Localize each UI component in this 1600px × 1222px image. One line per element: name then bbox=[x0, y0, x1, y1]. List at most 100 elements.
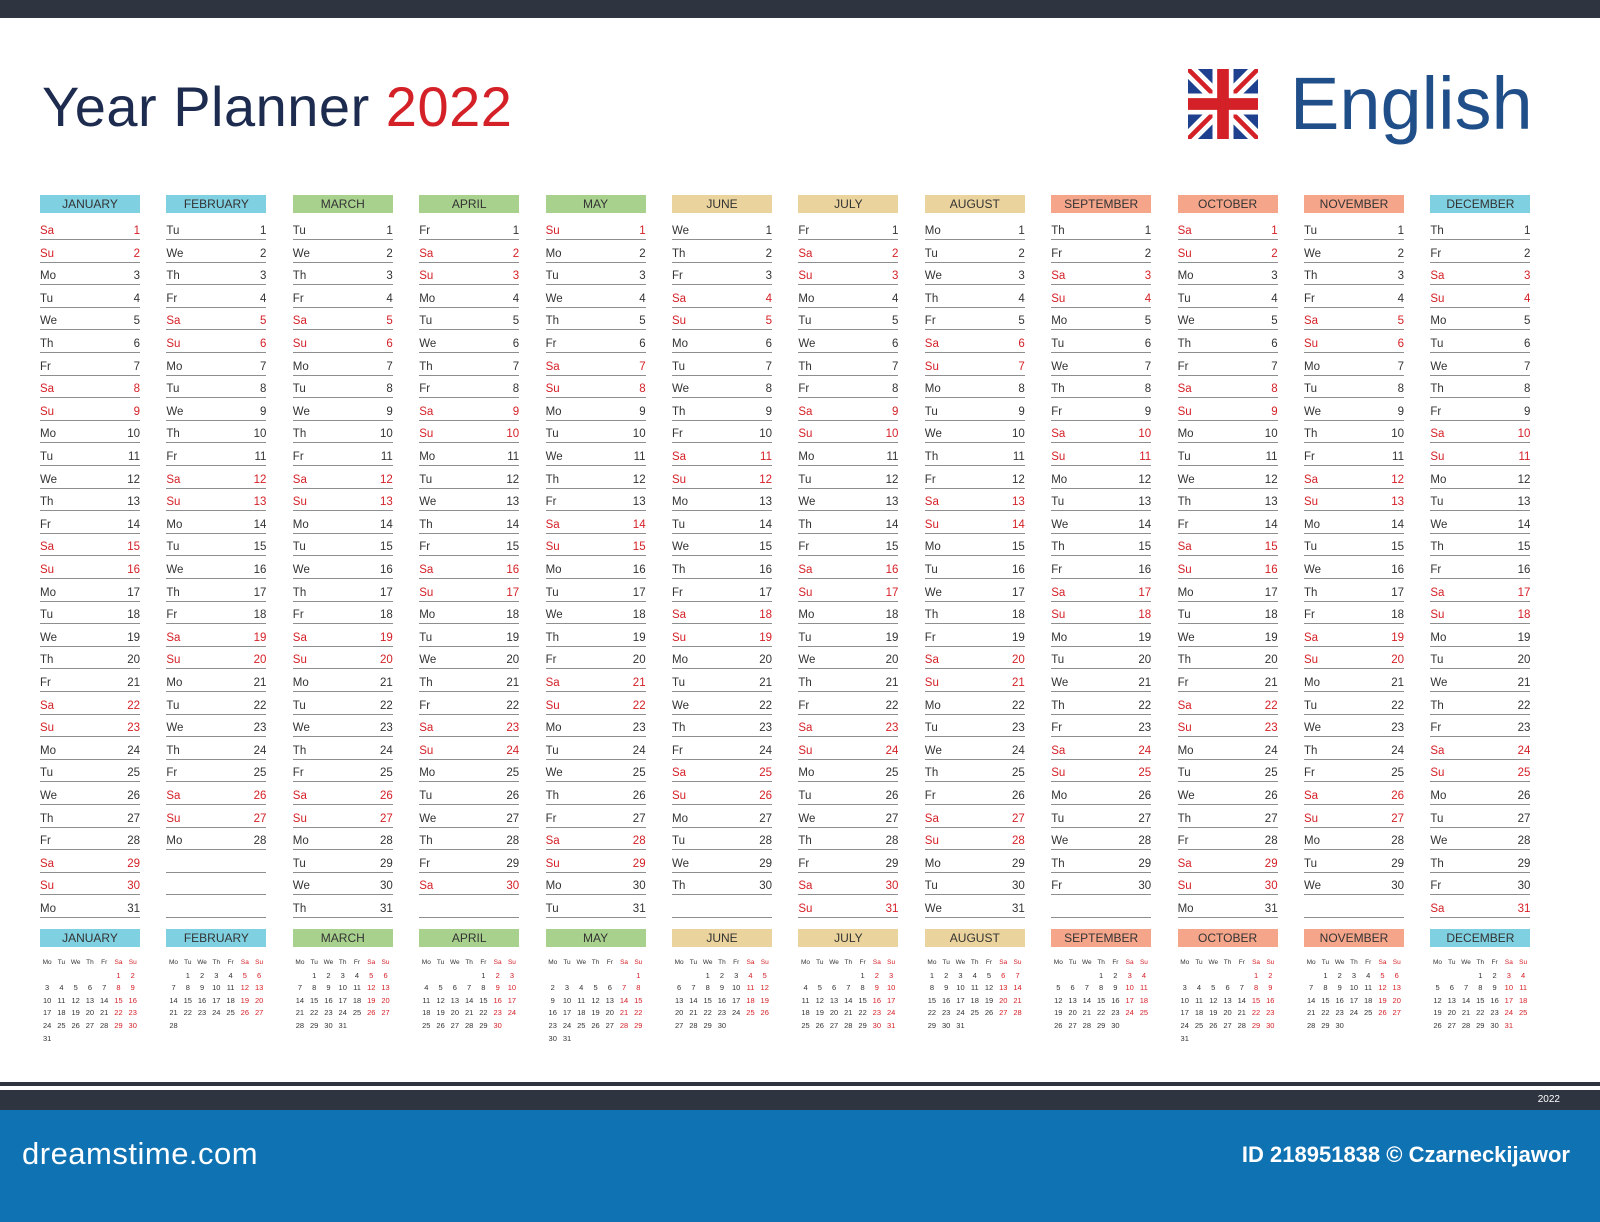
mini-day: 17 bbox=[338, 995, 347, 1005]
day-row: We 6 bbox=[798, 331, 899, 353]
day-row: Sa 9 bbox=[798, 399, 899, 421]
mini-day: 27 bbox=[254, 1008, 264, 1018]
mini-day: 16 bbox=[942, 995, 951, 1005]
day-row: Tu 30 bbox=[924, 873, 1025, 896]
day-number: 27 bbox=[885, 812, 899, 825]
mini-day: 14 bbox=[1237, 995, 1246, 1005]
weekday-label: Th bbox=[672, 405, 686, 418]
mini-blank bbox=[827, 970, 841, 983]
day-number: 21 bbox=[253, 677, 267, 689]
weekday-label: We bbox=[545, 292, 563, 305]
mini-day: 19 bbox=[760, 995, 769, 1005]
weekday-label: Tu bbox=[419, 790, 433, 802]
mini-day: 9 bbox=[550, 995, 555, 1005]
day-row: Su 3 bbox=[419, 263, 520, 286]
mini-day: 26 bbox=[1054, 1020, 1063, 1030]
day-row: Su 25 bbox=[1051, 760, 1152, 783]
mini-blank bbox=[505, 1020, 519, 1033]
weekday-label: Sa bbox=[166, 473, 181, 486]
weekday-label: Sa bbox=[40, 541, 55, 554]
mini-blank bbox=[1206, 970, 1220, 983]
day-row: Fr 16 bbox=[1051, 557, 1152, 579]
mini-day: 7 bbox=[467, 983, 472, 993]
day-row: Th 8 bbox=[1051, 376, 1152, 399]
weekday-label: Mo bbox=[1177, 744, 1194, 757]
weekday-label: Fr bbox=[798, 541, 810, 554]
day-number: 15 bbox=[380, 541, 393, 554]
day-row: Th 3 bbox=[292, 263, 393, 286]
day-number: 14 bbox=[1391, 518, 1404, 531]
day-number: 9 bbox=[891, 405, 899, 418]
weekday-label: Sa bbox=[419, 880, 434, 893]
day-row: Sa 26 bbox=[292, 783, 393, 805]
weekday-label: Tu bbox=[545, 428, 559, 441]
day-number: 15 bbox=[127, 541, 140, 554]
day-number: 7 bbox=[639, 360, 646, 373]
mini-day: 16 bbox=[493, 995, 502, 1005]
day-row: Su 22 bbox=[545, 693, 646, 715]
weekday-label: Tu bbox=[924, 405, 938, 418]
day-number: 23 bbox=[1391, 722, 1404, 735]
day-row: Tu 25 bbox=[40, 760, 140, 783]
page-title: Year Planner 2022 bbox=[42, 72, 512, 142]
day-row: Tu 23 bbox=[924, 715, 1025, 738]
weekday-label: We bbox=[672, 857, 690, 870]
day-row: Fr 14 bbox=[40, 512, 140, 534]
day-number: 28 bbox=[1264, 835, 1278, 848]
mini-month-header: APRIL bbox=[419, 929, 520, 947]
mini-blank bbox=[1178, 970, 1192, 983]
mini-day: 30 bbox=[717, 1020, 727, 1030]
weekday-label: Su bbox=[924, 677, 939, 689]
weekday-label: Tu bbox=[1430, 812, 1444, 825]
mini-day: 28 bbox=[464, 1020, 474, 1030]
weekday-label: Th bbox=[1430, 699, 1444, 712]
day-number: 22 bbox=[1138, 699, 1152, 712]
day-number: 16 bbox=[127, 564, 140, 576]
mini-day: 5 bbox=[242, 970, 247, 980]
mini-day: 8 bbox=[636, 983, 641, 993]
mini-day: 11 bbox=[1195, 995, 1203, 1005]
mini-day: 1 bbox=[1323, 970, 1328, 980]
weekday-label: We bbox=[672, 225, 690, 237]
weekday-label: Sa bbox=[1051, 428, 1066, 441]
day-row: Tu 3 bbox=[545, 263, 646, 286]
weekday-label: Tu bbox=[419, 315, 433, 328]
mini-week-row: 22 23 24 25 26 27 28 bbox=[925, 1007, 1025, 1020]
day-number: 18 bbox=[127, 609, 140, 622]
mini-day: 14 bbox=[169, 995, 178, 1005]
day-number: 9 bbox=[133, 405, 140, 418]
weekday-label: Mo bbox=[1304, 677, 1320, 689]
mini-day: 5 bbox=[369, 970, 374, 980]
mini-blank bbox=[462, 970, 476, 983]
day-number: 21 bbox=[1264, 677, 1278, 689]
day-number: 7 bbox=[1271, 360, 1278, 373]
day-number: 12 bbox=[253, 473, 267, 486]
day-row: Mo 19 bbox=[1430, 625, 1531, 647]
day-row: We 16 bbox=[166, 557, 267, 579]
mini-day: 28 bbox=[169, 1020, 178, 1030]
day-row: Mo 12 bbox=[1430, 467, 1531, 489]
day-row: Su 6 bbox=[166, 331, 267, 353]
day-row: We 28 bbox=[1051, 828, 1152, 851]
day-row: Mo 31 bbox=[40, 896, 140, 918]
day-row: Fr 7 bbox=[40, 354, 140, 376]
day-row: Th 7 bbox=[798, 354, 899, 376]
day-row: Th 20 bbox=[1177, 647, 1278, 670]
day-row: Tu 8 bbox=[1304, 376, 1404, 399]
weekday-label: Sa bbox=[798, 564, 813, 576]
mini-blank bbox=[166, 970, 180, 983]
day-row: Sa 24 bbox=[1430, 738, 1531, 760]
language-block: English bbox=[1188, 64, 1533, 144]
day-number: 8 bbox=[512, 383, 520, 396]
weekday-label: Sa bbox=[545, 360, 560, 373]
mini-calendar: Mo Tu We Th Fr Sa Su 1 2 3 4 5 6 7 8 9 10 11 12 13 14 15 16 17 1… bbox=[1304, 957, 1404, 1033]
day-number: 18 bbox=[1138, 609, 1152, 622]
weekday-label: Su bbox=[1051, 292, 1066, 305]
day-number: 4 bbox=[1397, 292, 1404, 305]
day-row: Tu 1 bbox=[292, 218, 393, 240]
mini-weekday: Fr bbox=[733, 959, 740, 966]
mini-week-row: 17 18 19 20 21 22 23 bbox=[1178, 1007, 1278, 1020]
day-row: We 30 bbox=[292, 873, 393, 896]
mini-weekday: Tu bbox=[563, 959, 571, 966]
